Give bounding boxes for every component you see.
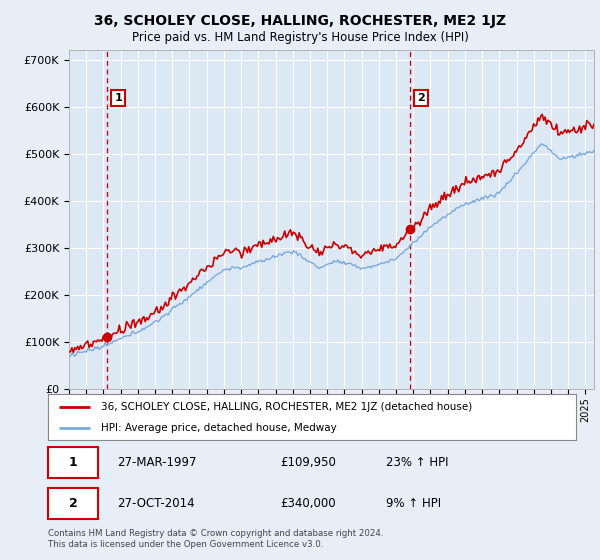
Text: 27-OCT-2014: 27-OCT-2014 bbox=[116, 497, 194, 510]
FancyBboxPatch shape bbox=[48, 447, 98, 478]
Text: £340,000: £340,000 bbox=[280, 497, 336, 510]
Text: Price paid vs. HM Land Registry's House Price Index (HPI): Price paid vs. HM Land Registry's House … bbox=[131, 31, 469, 44]
FancyBboxPatch shape bbox=[48, 488, 98, 519]
Text: 1: 1 bbox=[69, 456, 78, 469]
Text: 2: 2 bbox=[417, 93, 425, 103]
Text: 23% ↑ HPI: 23% ↑ HPI bbox=[386, 456, 448, 469]
Text: 36, SCHOLEY CLOSE, HALLING, ROCHESTER, ME2 1JZ: 36, SCHOLEY CLOSE, HALLING, ROCHESTER, M… bbox=[94, 14, 506, 28]
Text: 2: 2 bbox=[69, 497, 78, 510]
Text: 27-MAR-1997: 27-MAR-1997 bbox=[116, 456, 196, 469]
Text: 36, SCHOLEY CLOSE, HALLING, ROCHESTER, ME2 1JZ (detached house): 36, SCHOLEY CLOSE, HALLING, ROCHESTER, M… bbox=[101, 402, 472, 412]
Text: HPI: Average price, detached house, Medway: HPI: Average price, detached house, Medw… bbox=[101, 423, 337, 433]
Text: £109,950: £109,950 bbox=[280, 456, 336, 469]
Text: Contains HM Land Registry data © Crown copyright and database right 2024.
This d: Contains HM Land Registry data © Crown c… bbox=[48, 529, 383, 549]
Text: 9% ↑ HPI: 9% ↑ HPI bbox=[386, 497, 441, 510]
Text: 1: 1 bbox=[114, 93, 122, 103]
